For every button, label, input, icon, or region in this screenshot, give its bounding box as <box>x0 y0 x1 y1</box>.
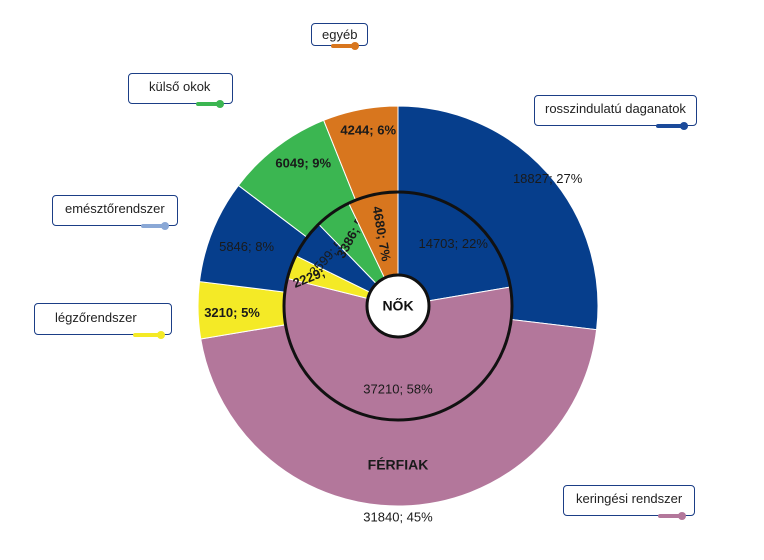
legend-swatch-legzorendszer <box>132 333 163 337</box>
legend-keringesi-rendszer: keringési rendszer <box>563 485 696 520</box>
outer-label-emesztorendszer: 5846; 8% <box>219 239 274 254</box>
legend-egyeb: egyéb <box>311 23 369 50</box>
legend-swatch-kulso-okok <box>196 102 223 106</box>
inner-label-rosszindulatu-daganatok: 14703; 22% <box>418 236 488 251</box>
outer-label-egyeb: 4244; 6% <box>340 122 396 137</box>
legend-rosszindulatu-daganatok: rosszindulatú daganatok <box>534 95 697 130</box>
legend-swatch-emesztorendszer <box>140 224 167 228</box>
legend-dot-keringesi-rendszer <box>678 512 687 520</box>
legend-swatch-keringesi-rendszer <box>658 514 685 518</box>
legend-kulso-okok: külső okok <box>128 73 234 108</box>
ring-label-ferfiak: FÉRFIAK <box>368 457 429 473</box>
legend-dot-emesztorendszer <box>160 222 169 230</box>
legend-label-egyeb: egyéb <box>322 27 358 42</box>
outer-label-keringesi-rendszer: 31840; 45% <box>363 509 433 524</box>
legend-swatch-egyeb <box>331 44 358 48</box>
legend-label-kulso-okok: külső okok <box>149 79 211 94</box>
legend-dot-legzorendszer <box>156 331 165 339</box>
outer-label-rosszindulatu-daganatok: 18827; 27% <box>513 171 583 186</box>
legend-label-legzorendszer: légzőrendszer <box>55 310 137 325</box>
legend-legzorendszer: légzőrendszer <box>34 303 172 339</box>
center-label: NŐK <box>382 297 413 314</box>
legend-label-emesztorendszer: emésztőrendszer <box>65 201 165 216</box>
legend-dot-kulso-okok <box>216 100 225 108</box>
legend-label-rosszindulatu-daganatok: rosszindulatú daganatok <box>545 101 686 116</box>
outer-label-kulso-okok: 6049; 9% <box>275 156 331 171</box>
center-circle <box>365 273 431 339</box>
inner-ring-border <box>282 190 514 422</box>
legend-emesztorendszer: emésztőrendszer <box>52 195 178 230</box>
legend-label-keringesi-rendszer: keringési rendszer <box>576 491 683 506</box>
inner-label-keringesi-rendszer: 37210; 58% <box>363 381 433 396</box>
legend-dot-egyeb <box>351 42 360 50</box>
outer-label-legzorendszer: 3210; 5% <box>204 305 260 320</box>
legend-dot-rosszindulatu-daganatok <box>679 122 688 130</box>
legend-swatch-rosszindulatu-daganatok <box>655 124 686 128</box>
